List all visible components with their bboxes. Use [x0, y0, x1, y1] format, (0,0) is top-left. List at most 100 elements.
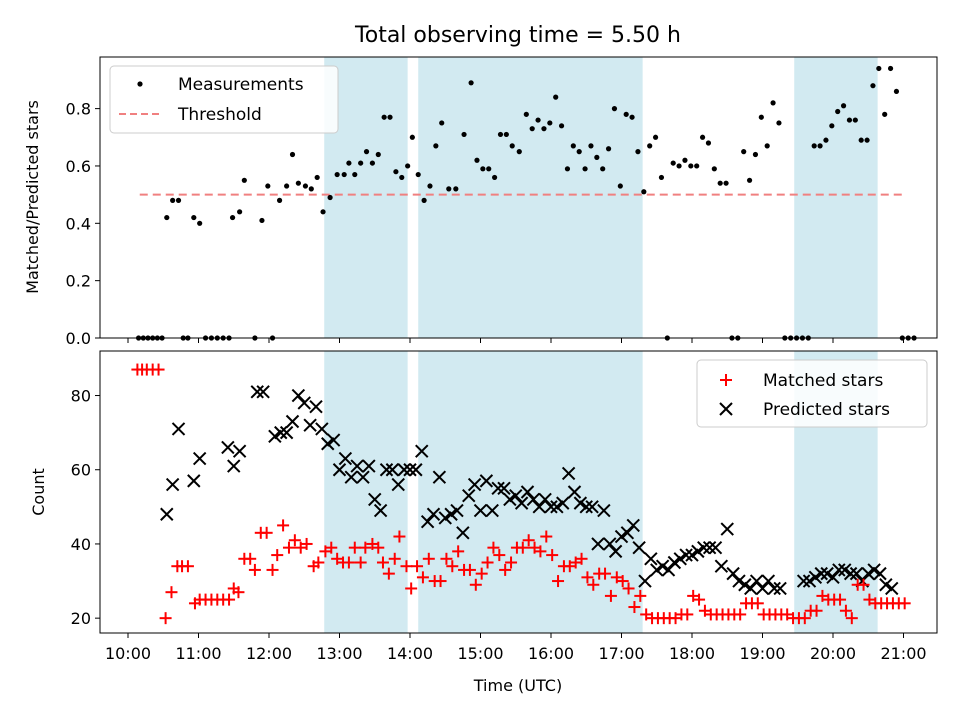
- bottom-legend-box: [696, 359, 928, 428]
- top-y-axis-label: Matched/Predicted stars: [23, 100, 42, 294]
- measurement-point: [276, 197, 283, 203]
- measurement-point: [369, 160, 375, 166]
- cross-stroke: [661, 563, 676, 577]
- measurement-point: [835, 108, 841, 115]
- observing-window-band: [418, 351, 643, 633]
- predicted-stars-point: [514, 496, 529, 510]
- measurement-point: [641, 189, 647, 195]
- predicted-stars-point: [749, 574, 764, 588]
- cross-stroke: [814, 566, 828, 581]
- predicted-stars-point: [274, 425, 288, 440]
- measurement-point: [553, 94, 559, 100]
- measurement-point: [758, 114, 764, 120]
- measurement-point: [503, 131, 509, 138]
- measurement-point: [170, 197, 176, 203]
- predicted-stars-point: [585, 500, 599, 514]
- cross-stroke: [391, 477, 405, 492]
- cross-stroke: [802, 574, 817, 588]
- predicted-stars-point: [732, 574, 746, 588]
- predicted-stars-point: [332, 463, 347, 477]
- measurement-point: [600, 166, 606, 172]
- bottom-legend: Matched stars Predicted stars: [696, 359, 928, 428]
- cross-stroke: [573, 496, 588, 510]
- measurement-point: [882, 111, 888, 117]
- predicted-stars-point: [720, 522, 734, 536]
- bottom-y-axis-label: Count: [29, 468, 48, 516]
- legend-predicted-marker: [719, 402, 733, 416]
- legend-threshold-label: Threshold: [177, 105, 262, 125]
- predicted-stars-point: [644, 552, 658, 566]
- matched-stars-point: [540, 530, 553, 543]
- legend-measurements-label: Measurements: [178, 75, 304, 95]
- cross-stroke: [444, 507, 458, 521]
- top-y-axis: 0.0 0.2 0.4 0.6 0.8: [66, 100, 100, 348]
- cross-stroke: [702, 540, 717, 555]
- predicted-stars-point: [714, 559, 729, 573]
- measurement-point: [480, 166, 486, 172]
- matched-stars-point: [681, 608, 694, 621]
- cross-stroke: [720, 522, 734, 536]
- measurement-point: [629, 114, 635, 120]
- predicted-stars-point: [192, 451, 207, 466]
- measurement-point: [682, 157, 688, 163]
- measurement-point: [284, 183, 290, 189]
- predicted-stars-point: [603, 537, 617, 551]
- cross-stroke: [420, 514, 435, 529]
- cross-stroke: [397, 463, 411, 477]
- cross-stroke: [585, 500, 599, 514]
- matched-stars-point: [159, 612, 172, 625]
- measurement-point: [509, 143, 515, 149]
- cross-stroke: [526, 492, 541, 507]
- cross-stroke: [187, 474, 201, 488]
- predicted-stars-point: [556, 496, 570, 510]
- x-tick-label: 19:00: [739, 644, 785, 663]
- predicted-stars-point: [503, 492, 517, 507]
- predicted-stars-point: [697, 540, 711, 555]
- predicted-stars-point: [315, 422, 329, 436]
- cross-stroke: [160, 507, 174, 521]
- matched-stars-point: [277, 519, 290, 532]
- predicted-stars-point: [861, 566, 875, 581]
- predicted-stars-point: [826, 570, 840, 585]
- measurement-point: [764, 143, 770, 149]
- cross-stroke: [744, 581, 758, 596]
- predicted-stars-point: [362, 459, 376, 473]
- measurement-point: [887, 65, 894, 72]
- predicted-stars-point: [379, 463, 394, 477]
- measurement-point: [241, 177, 247, 183]
- predicted-stars-point: [432, 470, 447, 484]
- measurement-point: [570, 143, 576, 149]
- cross-stroke: [561, 466, 576, 481]
- predicted-stars-point: [808, 570, 823, 585]
- predicted-stars-point: [520, 485, 535, 499]
- measurement-point: [541, 126, 547, 132]
- measurement-point: [694, 163, 700, 169]
- measurement-point: [529, 126, 535, 132]
- cross-stroke: [838, 563, 852, 577]
- cross-stroke: [597, 503, 611, 518]
- measurement-point: [314, 174, 320, 181]
- measurement-point: [723, 180, 729, 186]
- measurement-point: [427, 183, 433, 189]
- matched-stars-point: [622, 582, 635, 595]
- measurement-point: [352, 171, 358, 178]
- cross-stroke: [667, 555, 682, 570]
- cross-stroke: [679, 548, 693, 562]
- cross-stroke: [773, 581, 787, 596]
- predicted-stars-point: [497, 481, 511, 495]
- cross-stroke: [362, 459, 376, 473]
- cross-stroke: [861, 566, 875, 581]
- measurement-point: [439, 120, 445, 126]
- predicted-stars-point: [397, 463, 411, 477]
- matched-stars-point: [487, 541, 500, 554]
- measurement-point: [623, 111, 629, 117]
- cross-stroke: [467, 477, 482, 492]
- predicted-stars-point: [256, 385, 270, 399]
- cross-stroke: [808, 570, 823, 585]
- cross-stroke: [192, 451, 207, 466]
- matched-stars-point: [266, 563, 279, 576]
- cross-stroke: [873, 566, 887, 581]
- observing-window-band: [324, 351, 408, 633]
- measurement-point: [497, 131, 504, 138]
- measurement-point: [829, 123, 835, 129]
